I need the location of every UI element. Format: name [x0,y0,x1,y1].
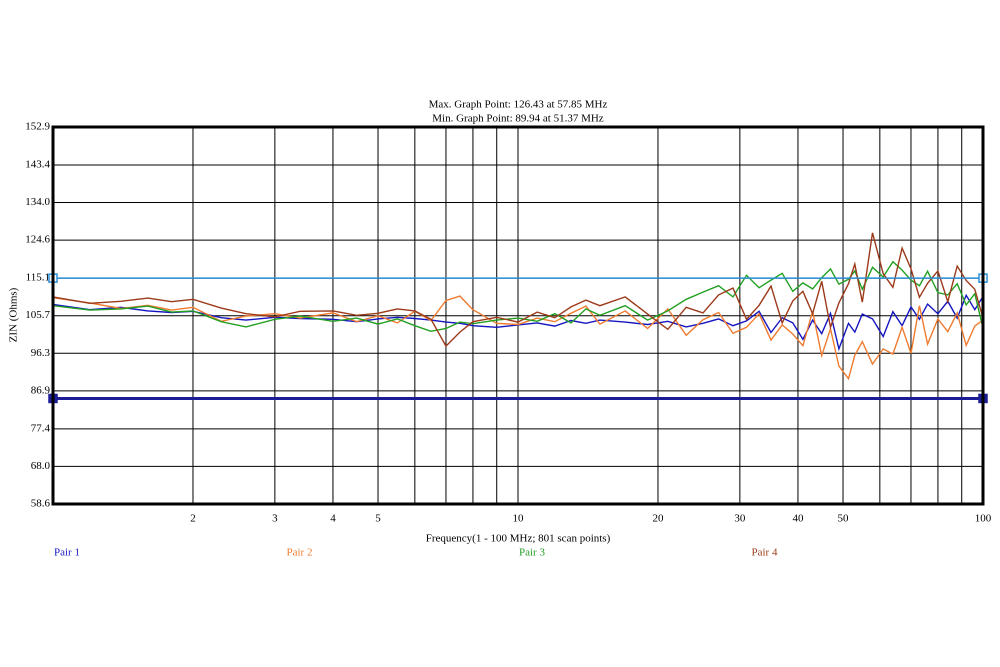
series-line [52,295,984,381]
x-axis-label: Frequency(1 - 100 MHz; 801 scan points) [426,533,611,545]
legend-entry: Pair 3 [519,547,545,559]
x-tick-label: 50 [838,513,850,525]
legend-entry: Pair 4 [752,547,778,559]
x-tick-label: 20 [652,513,664,525]
legend-entry: Pair 1 [54,547,80,559]
y-axis-label: ZIN (Ohms) [8,287,20,342]
legend-entry: Pair 2 [287,547,313,559]
y-tick-label: 143.4 [25,159,50,171]
y-tick-label: 86.9 [31,384,51,396]
y-tick-label: 58.6 [31,498,51,510]
plot-frame [51,125,985,506]
y-tick-label: 134.0 [25,196,50,208]
series-line [52,232,984,348]
y-tick-label: 124.6 [25,234,50,246]
chart-subtitle: Min. Graph Point: 89.94 at 51.37 MHz [432,113,604,125]
series-line [52,260,984,333]
x-tick-label: 40 [792,513,804,525]
x-tick-label: 5 [375,513,381,525]
y-tick-label: 115.1 [26,272,50,284]
chart-title: Max. Graph Point: 126.43 at 57.85 MHz [429,99,608,111]
x-tick-label: 4 [330,513,336,525]
x-tick-label: 100 [975,513,992,525]
y-tick-label: 68.0 [31,460,51,472]
y-tick-label: 77.4 [31,422,51,434]
x-tick-label: 3 [272,513,278,525]
y-tick-label: 152.9 [25,121,50,133]
x-tick-label: 2 [190,513,196,525]
x-tick-label: 30 [734,513,746,525]
x-tick-label: 10 [513,513,525,525]
y-tick-label: 105.7 [25,309,50,321]
y-tick-label: 96.3 [31,347,51,359]
